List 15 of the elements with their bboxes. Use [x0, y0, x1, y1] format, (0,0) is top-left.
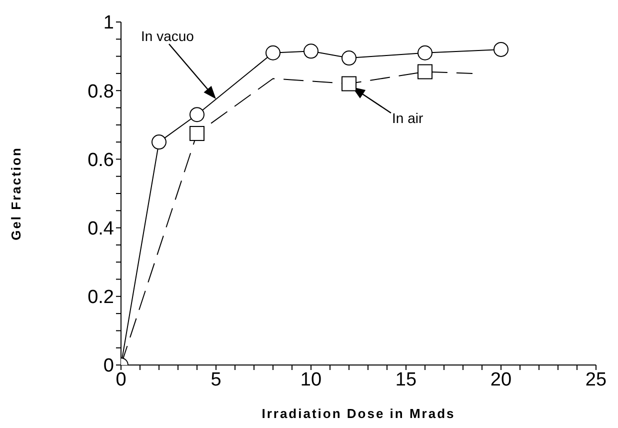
x-tick-label: 20: [490, 369, 512, 390]
y-tick-label: 0.4: [88, 218, 114, 240]
y-tick-label: 0: [103, 356, 114, 377]
y-tick-label: 0.2: [88, 287, 114, 308]
x-tick-label: 15: [395, 369, 417, 390]
y-tick-label: 0.8: [88, 81, 114, 102]
annotation: In air: [392, 110, 424, 126]
y-tick-label: 1: [103, 12, 114, 34]
annotation: In vacuo: [141, 28, 194, 44]
y-tick-label: 0.6: [88, 150, 114, 171]
x-axis-title: Irradiation Dose in Mrads: [262, 406, 456, 421]
x-tick-label: 5: [210, 369, 222, 390]
x-tick-label: 10: [300, 369, 322, 390]
y-axis-title: Gel Fraction: [8, 146, 24, 240]
x-tick-label: 25: [585, 369, 607, 390]
